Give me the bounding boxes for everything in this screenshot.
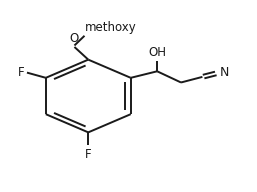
Text: OH: OH — [148, 46, 166, 59]
Text: N: N — [220, 66, 229, 79]
Text: F: F — [18, 65, 24, 79]
Text: methoxy: methoxy — [85, 21, 137, 34]
Text: O: O — [69, 32, 78, 45]
Text: F: F — [85, 148, 91, 161]
